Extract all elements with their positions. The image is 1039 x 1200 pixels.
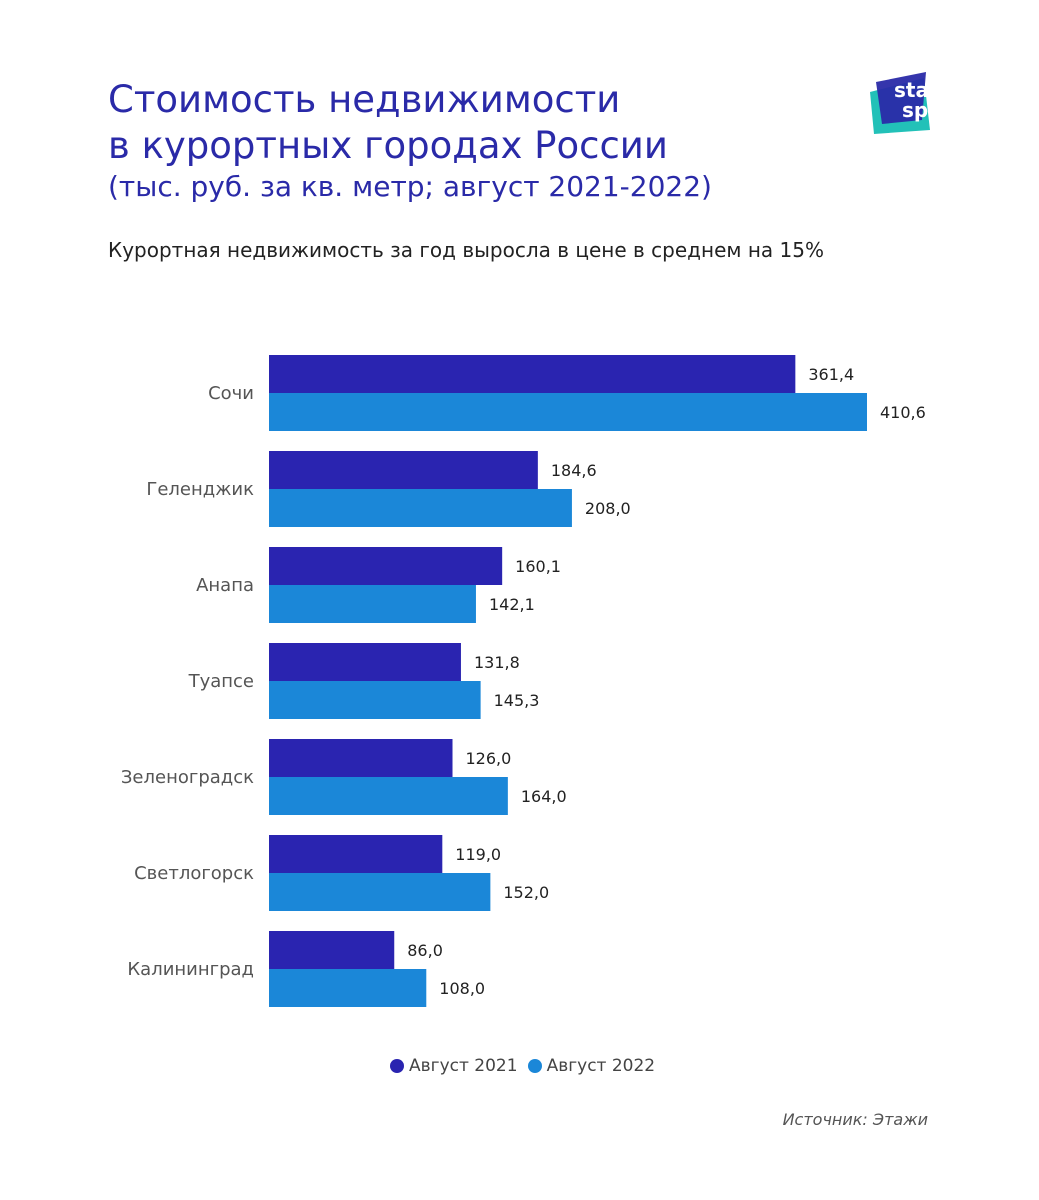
bar-2021 bbox=[269, 739, 453, 777]
data-label: 119,0 bbox=[455, 845, 501, 864]
bar-2022 bbox=[269, 489, 572, 527]
data-label: 152,0 bbox=[503, 883, 549, 902]
logo-text-line2: space bbox=[902, 98, 967, 122]
bar-2022 bbox=[269, 393, 867, 431]
logo-text-line1: stat bbox=[894, 78, 939, 102]
data-label: 142,1 bbox=[489, 595, 535, 614]
chart-subtitle: Курортная недвижимость за год выросла в … bbox=[108, 238, 824, 262]
category-label: Сочи bbox=[208, 383, 254, 404]
legend-dot-2021 bbox=[390, 1059, 404, 1073]
bar-2022 bbox=[269, 777, 508, 815]
category-label: Туапсе bbox=[188, 671, 254, 692]
page-title-line-1: Стоимость недвижимости bbox=[108, 78, 621, 121]
chart-legend: Август 2021 Август 2022 bbox=[390, 1056, 655, 1076]
logo-shape-blue bbox=[876, 72, 926, 124]
page-title-line-2: в курортных городах России bbox=[108, 124, 668, 167]
data-label: 131,8 bbox=[474, 653, 520, 672]
data-label: 108,0 bbox=[439, 979, 485, 998]
legend-dot-2022 bbox=[527, 1059, 542, 1073]
bar-2021 bbox=[269, 355, 796, 393]
data-label: 208,0 bbox=[585, 499, 631, 518]
category-label: Калининград bbox=[127, 959, 254, 980]
bar-2021 bbox=[269, 931, 395, 969]
bar-2022 bbox=[269, 681, 481, 719]
bar-chart: Сочи 361,4 410,6 Геленджик 184,6 208,0 Анапа 16… bbox=[121, 355, 926, 1007]
bar-2021 bbox=[269, 547, 503, 585]
data-label: 361,4 bbox=[808, 365, 854, 384]
bar-2022 bbox=[269, 969, 427, 1007]
category-label: Геленджик bbox=[146, 479, 254, 500]
data-label: 86,0 bbox=[407, 941, 443, 960]
data-label: 184,6 bbox=[551, 461, 597, 480]
statspace-logo: stat space bbox=[870, 72, 967, 134]
category-label: Зеленоградск bbox=[121, 767, 254, 788]
legend-label-2021: Август 2021 bbox=[409, 1056, 518, 1076]
page-title-units: (тыс. руб. за кв. метр; август 2021-2022… bbox=[108, 170, 712, 203]
legend-item-2021: Август 2021 bbox=[390, 1056, 518, 1076]
bar-2022 bbox=[269, 585, 476, 623]
bar-2021 bbox=[269, 643, 461, 681]
data-label: 410,6 bbox=[880, 403, 926, 422]
data-label: 145,3 bbox=[494, 691, 540, 710]
category-label: Светлогорск bbox=[134, 863, 254, 884]
legend-label-2022: Август 2022 bbox=[546, 1056, 656, 1076]
bar-2022 bbox=[269, 873, 491, 911]
data-label: 160,1 bbox=[515, 557, 561, 576]
bar-2021 bbox=[269, 835, 443, 873]
source-note: Источник: Этажи bbox=[782, 1110, 928, 1129]
data-label: 126,0 bbox=[466, 749, 512, 768]
data-label: 164,0 bbox=[521, 787, 567, 806]
legend-item-2022: Август 2022 bbox=[527, 1056, 656, 1076]
bar-2021 bbox=[269, 451, 538, 489]
category-label: Анапа bbox=[196, 575, 254, 596]
